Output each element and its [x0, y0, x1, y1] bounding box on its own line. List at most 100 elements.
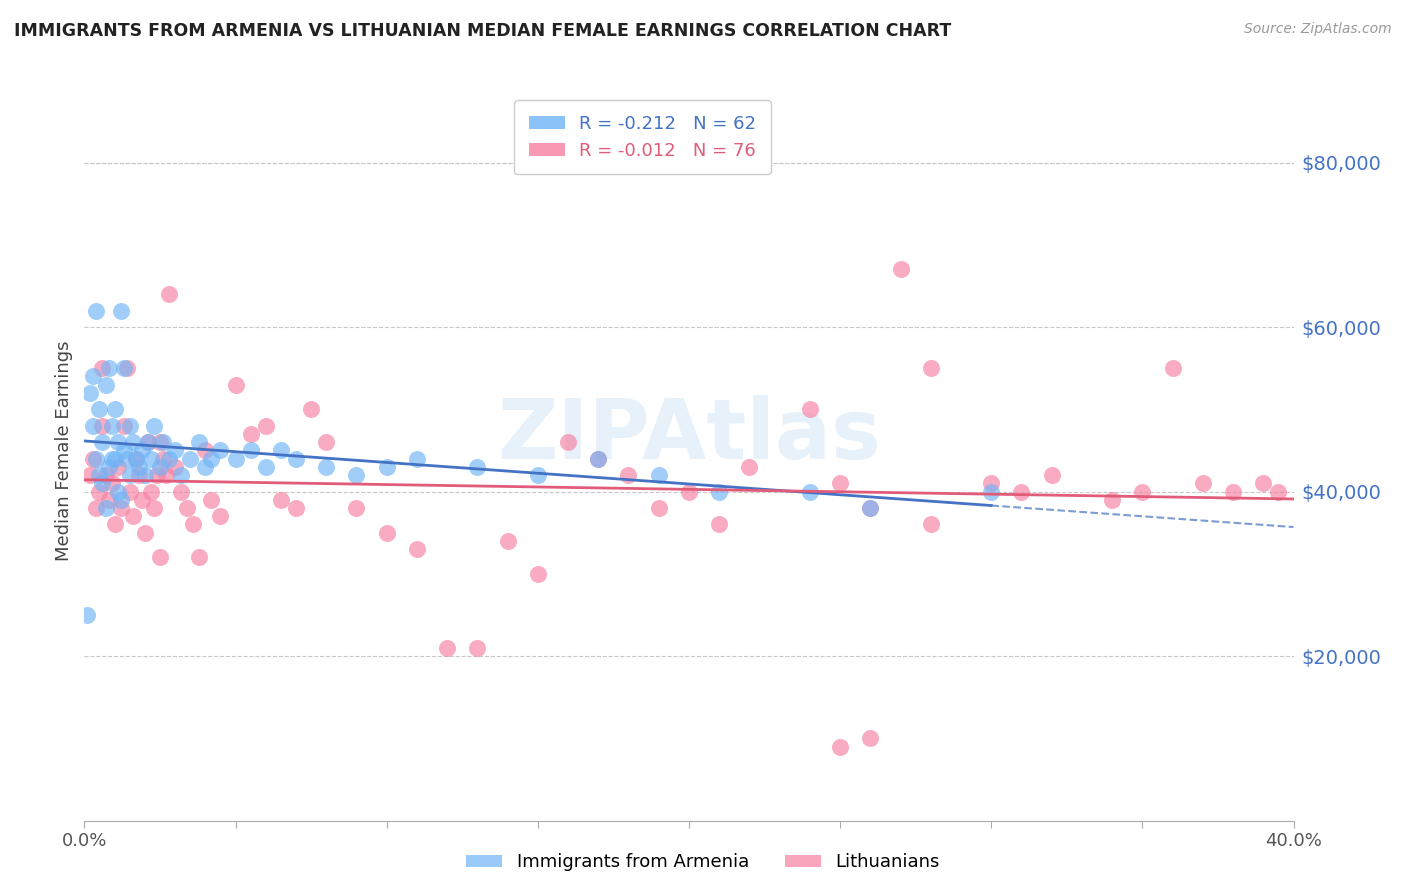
Point	[115, 361, 138, 376]
Point	[86, 451, 108, 466]
Point	[91, 435, 114, 450]
Point	[285, 451, 308, 466]
Point	[149, 459, 172, 474]
Point	[97, 459, 120, 474]
Point	[1222, 484, 1244, 499]
Point	[188, 435, 211, 450]
Point	[1253, 476, 1275, 491]
Point	[225, 377, 247, 392]
Y-axis label: Median Female Earnings: Median Female Earnings	[55, 340, 73, 561]
Point	[165, 443, 187, 458]
Point	[467, 640, 489, 655]
Point	[82, 451, 104, 466]
Point	[527, 468, 550, 483]
Point	[209, 509, 232, 524]
Point	[588, 451, 610, 466]
Point	[100, 418, 122, 433]
Point	[375, 459, 398, 474]
Point	[165, 459, 187, 474]
Point	[131, 492, 153, 507]
Point	[406, 451, 429, 466]
Point	[315, 459, 337, 474]
Point	[107, 435, 129, 450]
Point	[285, 501, 308, 516]
Point	[239, 427, 262, 442]
Point	[859, 731, 882, 746]
Point	[467, 459, 489, 474]
Point	[125, 451, 148, 466]
Point	[115, 451, 138, 466]
Point	[118, 468, 141, 483]
Point	[346, 468, 368, 483]
Point	[270, 492, 292, 507]
Point	[830, 739, 852, 754]
Point	[107, 484, 129, 499]
Point	[136, 435, 159, 450]
Point	[79, 385, 101, 400]
Point	[648, 501, 671, 516]
Point	[157, 287, 180, 301]
Point	[200, 492, 222, 507]
Point	[1011, 484, 1033, 499]
Point	[91, 361, 114, 376]
Point	[82, 418, 104, 433]
Point	[890, 262, 912, 277]
Point	[496, 533, 519, 548]
Point	[859, 501, 882, 516]
Point	[920, 361, 942, 376]
Point	[152, 451, 174, 466]
Point	[200, 451, 222, 466]
Point	[406, 542, 429, 557]
Point	[315, 435, 337, 450]
Point	[270, 443, 292, 458]
Point	[194, 443, 217, 458]
Point	[1267, 484, 1289, 499]
Point	[738, 459, 761, 474]
Point	[527, 566, 550, 581]
Point	[94, 501, 117, 516]
Point	[149, 435, 172, 450]
Point	[209, 443, 232, 458]
Point	[830, 476, 852, 491]
Point	[86, 501, 108, 516]
Point	[121, 509, 143, 524]
Point	[131, 443, 153, 458]
Point	[179, 451, 201, 466]
Point	[254, 418, 277, 433]
Point	[89, 484, 111, 499]
Point	[89, 468, 111, 483]
Point	[155, 468, 177, 483]
Point	[149, 550, 172, 565]
Point	[188, 550, 211, 565]
Point	[588, 451, 610, 466]
Point	[648, 468, 671, 483]
Point	[125, 451, 148, 466]
Point	[709, 484, 731, 499]
Point	[709, 517, 731, 532]
Point	[142, 501, 165, 516]
Point	[121, 435, 143, 450]
Point	[194, 459, 217, 474]
Point	[134, 468, 156, 483]
Point	[375, 525, 398, 540]
Point	[176, 501, 198, 516]
Point	[557, 435, 579, 450]
Point	[89, 402, 111, 417]
Point	[1161, 361, 1184, 376]
Point	[678, 484, 700, 499]
Point	[91, 476, 114, 491]
Point	[112, 443, 135, 458]
Point	[94, 468, 117, 483]
Point	[104, 451, 127, 466]
Text: Source: ZipAtlas.com: Source: ZipAtlas.com	[1244, 22, 1392, 37]
Point	[128, 459, 150, 474]
Point	[799, 402, 821, 417]
Point	[79, 468, 101, 483]
Point	[181, 517, 204, 532]
Point	[110, 303, 132, 318]
Point	[1040, 468, 1063, 483]
Point	[134, 525, 156, 540]
Point	[91, 418, 114, 433]
Point	[100, 451, 122, 466]
Point	[980, 476, 1002, 491]
